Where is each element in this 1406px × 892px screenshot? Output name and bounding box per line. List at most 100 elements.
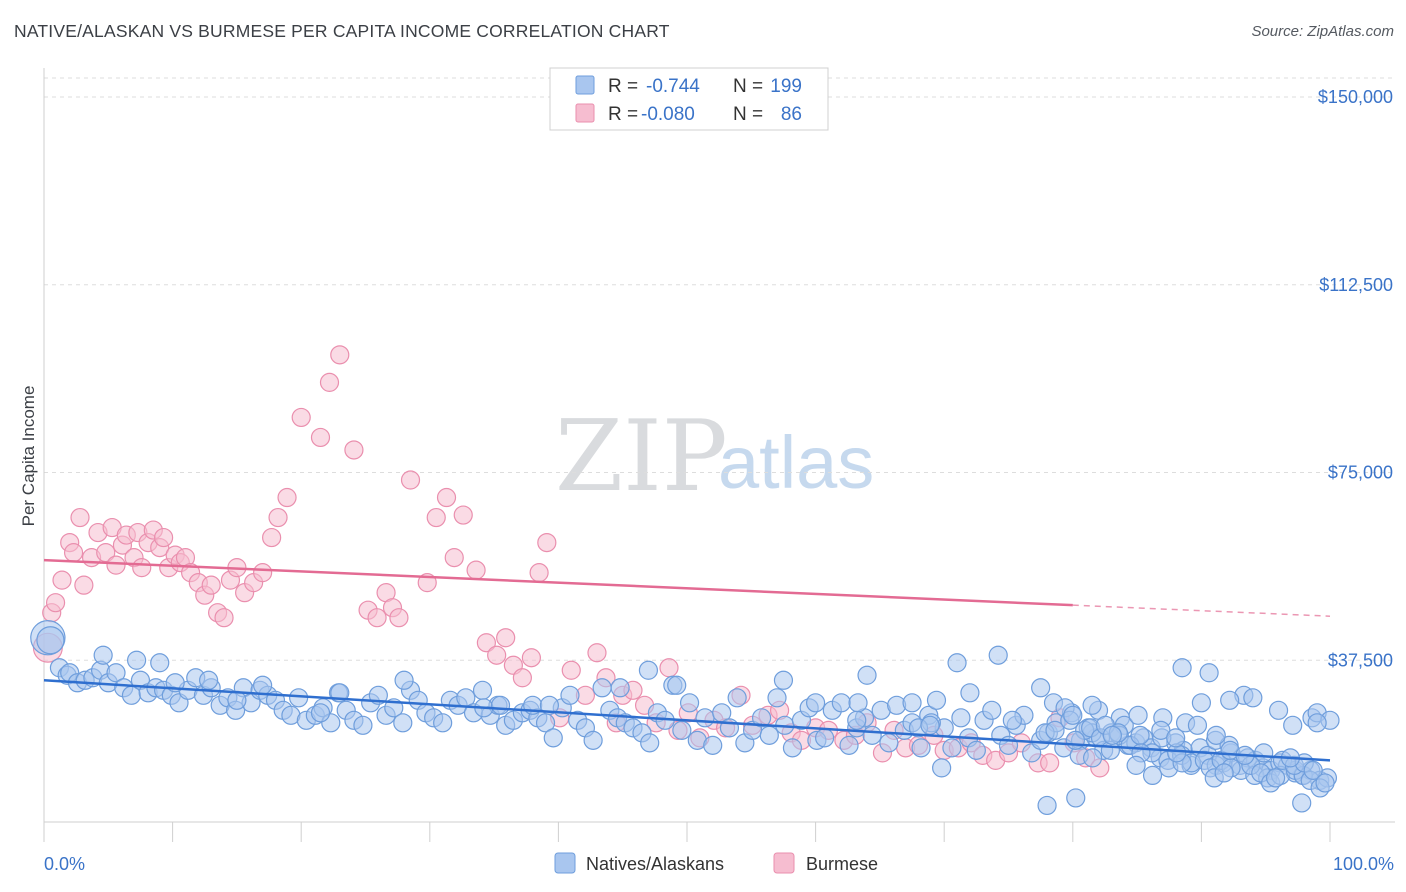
- natives-point: [879, 733, 899, 753]
- watermark-atlas: atlas: [718, 421, 874, 504]
- natives-point: [289, 688, 309, 708]
- natives-point: [703, 735, 723, 755]
- stats-legend: R = -0.744 N = 199 R = -0.080 N = 86: [549, 67, 829, 131]
- natives-point: [831, 693, 851, 713]
- burmese-trend-line: [43, 558, 1073, 607]
- legend-n-value-burmese: 86: [781, 104, 802, 125]
- natives-point: [1172, 658, 1192, 678]
- y-tick-label: $75,000: [1328, 463, 1393, 483]
- burmese-point: [453, 505, 473, 525]
- burmese-point: [153, 527, 174, 548]
- burmese-point: [496, 628, 516, 648]
- natives-point: [1130, 725, 1150, 745]
- x-tick-label-min: 0.0%: [44, 854, 85, 874]
- natives-point: [951, 708, 971, 728]
- natives-point: [1243, 688, 1263, 708]
- natives-point: [911, 738, 931, 758]
- burmese-point: [529, 563, 549, 583]
- series-legend: Natives/Alaskans Burmese: [554, 852, 878, 874]
- legend-n-label-burmese: N =: [733, 104, 763, 125]
- natives-point: [947, 653, 967, 673]
- natives-point: [610, 678, 630, 698]
- legend-swatch-natives: [575, 75, 595, 95]
- natives-point: [638, 660, 659, 680]
- natives-point: [1142, 765, 1163, 786]
- burmese-point: [344, 440, 364, 460]
- stats-legend-box: [549, 67, 829, 131]
- trend-lines: [43, 558, 1331, 762]
- burmese-point: [262, 527, 282, 548]
- natives-point: [1220, 690, 1240, 710]
- y-tick-labels: $37,500 $75,000 $112,500 $150,000: [1318, 87, 1393, 670]
- burmese-point: [310, 427, 331, 448]
- natives-point: [640, 733, 660, 753]
- legend-r-label-burmese: R =: [608, 104, 638, 125]
- legend-r-label-natives: R =: [608, 76, 638, 97]
- natives-point: [805, 693, 826, 713]
- natives-point: [695, 708, 715, 728]
- legend-r-value-natives: -0.744: [646, 76, 700, 97]
- natives-point: [543, 728, 563, 748]
- burmese-point: [268, 507, 288, 528]
- natives-point: [862, 725, 882, 745]
- natives-point: [393, 713, 413, 733]
- natives-point: [1191, 693, 1212, 713]
- natives-point: [759, 725, 779, 745]
- burmese-point: [426, 507, 446, 528]
- natives-point: [932, 758, 952, 778]
- natives-point: [1303, 760, 1323, 780]
- natives-point: [960, 683, 980, 703]
- burmese-point: [512, 668, 532, 688]
- natives-point: [1066, 788, 1086, 808]
- natives-point: [227, 690, 247, 710]
- natives-point: [1102, 725, 1122, 745]
- burmese-point: [253, 563, 273, 583]
- burmese-point: [106, 555, 126, 575]
- natives-point: [539, 695, 559, 715]
- x-tick-label-max: 100.0%: [1333, 854, 1394, 874]
- burmese-point: [291, 407, 311, 428]
- natives-point: [1199, 663, 1219, 683]
- burmese-point: [52, 570, 72, 590]
- natives-point: [490, 695, 511, 715]
- natives-point: [394, 670, 414, 690]
- burmese-point: [561, 660, 581, 680]
- natives-point: [1128, 705, 1148, 725]
- natives-point: [773, 670, 794, 690]
- natives-point: [199, 670, 219, 690]
- natives-point: [1268, 700, 1289, 720]
- grid: [44, 77, 1395, 661]
- natives-trend-line: [43, 679, 1331, 762]
- burmese-point: [319, 372, 340, 392]
- legend-r-value-burmese: -0.080: [641, 104, 695, 125]
- natives-point: [1283, 715, 1303, 735]
- burmese-point: [74, 575, 94, 595]
- natives-point: [1166, 728, 1186, 748]
- natives-point: [583, 730, 603, 750]
- burmese-point: [400, 470, 421, 490]
- natives-point: [815, 728, 835, 748]
- natives-point: [672, 720, 692, 740]
- burmese-point: [537, 532, 557, 553]
- burmese-point: [277, 487, 297, 508]
- burmese-point: [389, 608, 409, 628]
- natives-point: [1063, 705, 1083, 725]
- natives-point: [848, 693, 868, 713]
- natives-point: [966, 740, 986, 760]
- burmese-point: [436, 487, 457, 508]
- legend-swatch-burmese: [575, 103, 595, 123]
- natives-point: [782, 738, 803, 758]
- legend-n-label-natives: N =: [733, 76, 763, 97]
- chart-title: NATIVE/ALASKAN VS BURMESE PER CAPITA INC…: [14, 21, 670, 41]
- natives-point: [253, 675, 273, 695]
- natives-point: [847, 710, 867, 730]
- natives-point: [667, 675, 687, 695]
- natives-point: [857, 665, 877, 685]
- burmese-point: [367, 608, 387, 628]
- natives-point: [942, 738, 962, 758]
- burmese-point: [132, 558, 152, 578]
- series-legend-burmese: Burmese: [806, 854, 878, 874]
- natives-point: [679, 693, 700, 713]
- natives-point: [433, 713, 453, 733]
